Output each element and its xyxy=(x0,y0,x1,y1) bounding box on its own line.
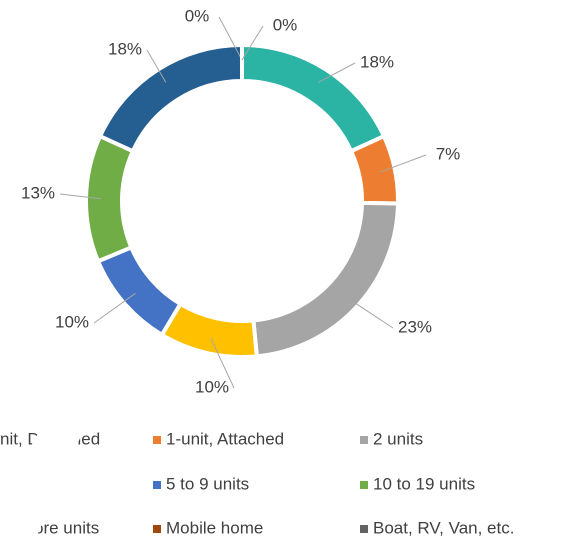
data-label: 18% xyxy=(360,52,394,71)
data-label: 10% xyxy=(55,312,89,331)
data-label: 23% xyxy=(398,317,432,336)
slice xyxy=(348,133,400,206)
legend-marker xyxy=(360,436,368,444)
legend-label: Mobile home xyxy=(166,518,263,537)
data-label: 13% xyxy=(21,183,55,202)
leader-line xyxy=(218,16,243,61)
slice xyxy=(251,200,401,359)
leader-line xyxy=(345,296,394,329)
overlay xyxy=(0,318,128,542)
legend-marker xyxy=(153,436,161,444)
data-label: 0% xyxy=(273,15,298,34)
data-label: 18% xyxy=(108,39,142,58)
leader-line xyxy=(317,62,356,83)
legend-marker xyxy=(153,525,161,533)
legend-label: Boat, RV, Van, etc. xyxy=(373,518,514,537)
leader-line xyxy=(241,25,264,61)
data-label: 0% xyxy=(185,6,210,25)
leader-line xyxy=(146,49,167,83)
legend-marker xyxy=(360,481,368,489)
legend-label: 5 to 9 units xyxy=(166,474,249,493)
slice xyxy=(84,133,136,264)
data-label: 10% xyxy=(195,377,229,396)
legend-marker xyxy=(360,525,368,533)
legend-label: 2 units xyxy=(373,429,423,448)
slice xyxy=(97,42,244,154)
leader-line xyxy=(93,292,136,324)
leader-line xyxy=(59,193,102,200)
leader-line xyxy=(379,154,427,173)
legend-marker xyxy=(153,481,161,489)
legend-label: 1-unit, Attached xyxy=(166,429,284,448)
leader-line xyxy=(210,338,235,389)
legend-label: 10 to 19 units xyxy=(373,474,475,493)
data-label: 7% xyxy=(436,144,461,163)
